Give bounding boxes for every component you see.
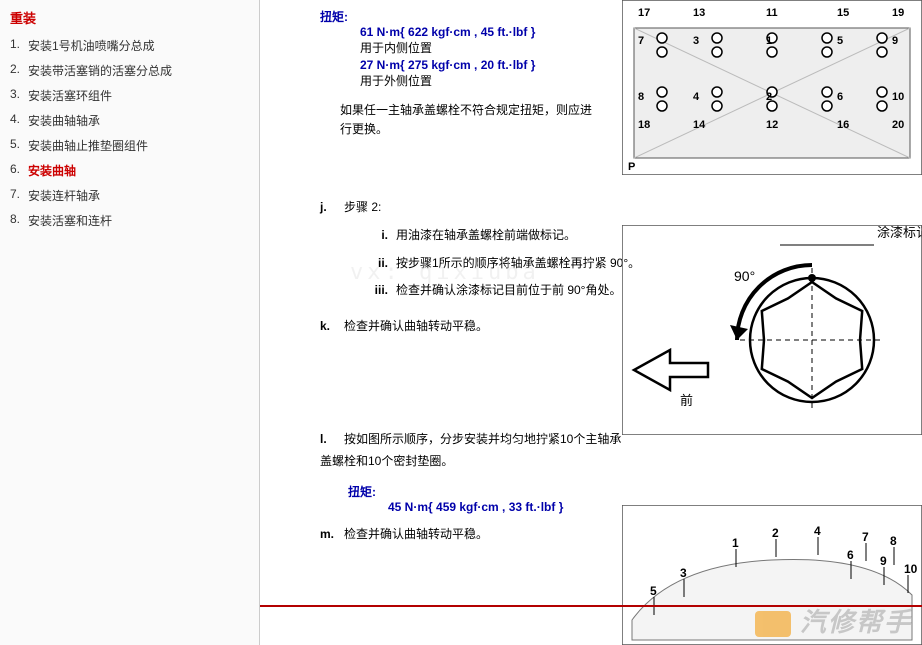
svg-text:3: 3 xyxy=(693,35,699,47)
watermark-logo-icon xyxy=(755,611,791,637)
svg-text:3: 3 xyxy=(680,566,687,580)
step-l: l.按如图所示顺序，分步安装并均匀地拧紧10个主轴承盖螺栓和10个密封垫圈。 xyxy=(320,429,630,472)
svg-text:6: 6 xyxy=(837,91,843,103)
sidebar-item-2[interactable]: 安装带活塞销的活塞分总成 xyxy=(28,62,249,79)
sidebar-item-6[interactable]: 安装曲轴 xyxy=(28,162,249,179)
svg-text:13: 13 xyxy=(693,7,705,19)
svg-text:20: 20 xyxy=(892,119,904,131)
svg-text:12: 12 xyxy=(766,119,778,131)
svg-text:8: 8 xyxy=(638,91,644,103)
svg-text:5: 5 xyxy=(650,584,657,598)
svg-text:10: 10 xyxy=(904,562,918,576)
svg-text:4: 4 xyxy=(693,91,700,103)
ghost-watermark: vx: qixiuba xyxy=(350,260,540,285)
svg-text:18: 18 xyxy=(638,119,650,131)
sidebar-nav: 重装 安装1号机油喷嘴分总成 安装带活塞销的活塞分总成 安装活塞环组件 安装曲轴… xyxy=(0,0,260,645)
figure-rotation-90: 涂漆标记 90° 前 xyxy=(622,225,922,435)
svg-text:前: 前 xyxy=(680,393,693,408)
sidebar-item-7[interactable]: 安装连杆轴承 xyxy=(28,187,249,204)
svg-text:2: 2 xyxy=(772,526,779,540)
svg-text:8: 8 xyxy=(890,534,897,548)
sidebar-item-4[interactable]: 安装曲轴轴承 xyxy=(28,112,249,129)
main-content: 扭矩: 61 N·m{ 622 kgf·cm , 45 ft.·lbf } 用于… xyxy=(260,0,922,645)
step-j: j.步骤 2: xyxy=(320,197,902,219)
svg-text:14: 14 xyxy=(693,119,706,131)
svg-text:9: 9 xyxy=(880,554,887,568)
svg-text:1: 1 xyxy=(732,536,739,550)
svg-text:1: 1 xyxy=(766,35,772,47)
sidebar-item-1[interactable]: 安装1号机油喷嘴分总成 xyxy=(28,37,249,54)
svg-text:7: 7 xyxy=(638,35,644,47)
svg-text:P: P xyxy=(628,161,635,173)
svg-text:90°: 90° xyxy=(734,268,755,284)
svg-text:19: 19 xyxy=(892,7,904,19)
torque-label-3: 扭矩: xyxy=(348,483,902,500)
svg-text:6: 6 xyxy=(847,548,854,562)
watermark: 汽修帮手 xyxy=(755,602,912,639)
svg-text:7: 7 xyxy=(862,530,869,544)
svg-text:16: 16 xyxy=(837,119,849,131)
sidebar-item-5[interactable]: 安装曲轴止推垫圈组件 xyxy=(28,137,249,154)
svg-text:涂漆标记: 涂漆标记 xyxy=(877,225,922,240)
svg-text:15: 15 xyxy=(837,7,849,19)
figure-bolt-sequence: 1713111519731598426101814121620 P xyxy=(622,0,922,175)
sidebar-title: 重装 xyxy=(10,8,249,27)
sidebar-item-3[interactable]: 安装活塞环组件 xyxy=(28,87,249,104)
svg-text:4: 4 xyxy=(814,524,821,538)
svg-text:10: 10 xyxy=(892,91,904,103)
svg-text:5: 5 xyxy=(837,35,843,47)
sidebar-list: 安装1号机油喷嘴分总成 安装带活塞销的活塞分总成 安装活塞环组件 安装曲轴轴承 … xyxy=(10,37,249,229)
svg-text:17: 17 xyxy=(638,7,650,19)
svg-text:9: 9 xyxy=(892,35,898,47)
warning-text: 如果任一主轴承盖螺栓不符合规定扭矩，则应进行更换。 xyxy=(340,101,600,139)
svg-text:11: 11 xyxy=(766,7,778,19)
sidebar-item-8[interactable]: 安装活塞和连杆 xyxy=(28,212,249,229)
